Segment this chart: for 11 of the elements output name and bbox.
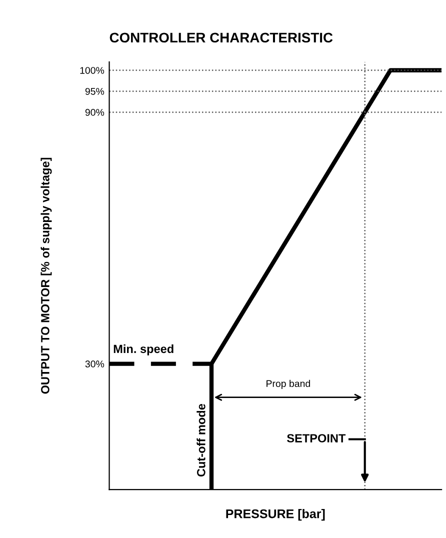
annotation: Prop band [266,380,310,389]
chart-title: CONTROLLER CHARACTERISTIC [110,32,333,43]
y-tick-label: 30% [85,360,104,368]
y-tick-label: 100% [80,66,104,74]
y-tick-label: 95% [85,88,104,95]
annotation: SETPOINT [287,434,346,442]
x-axis-title: PRESSURE [bar] [226,509,325,521]
y-axis-title: OUTPUT TO MOTOR [% of supply voltage] [40,158,52,394]
annotation: Cut-off mode [196,404,206,477]
annotation: Min. speed [114,344,174,356]
y-tick-label: 90% [85,108,104,116]
